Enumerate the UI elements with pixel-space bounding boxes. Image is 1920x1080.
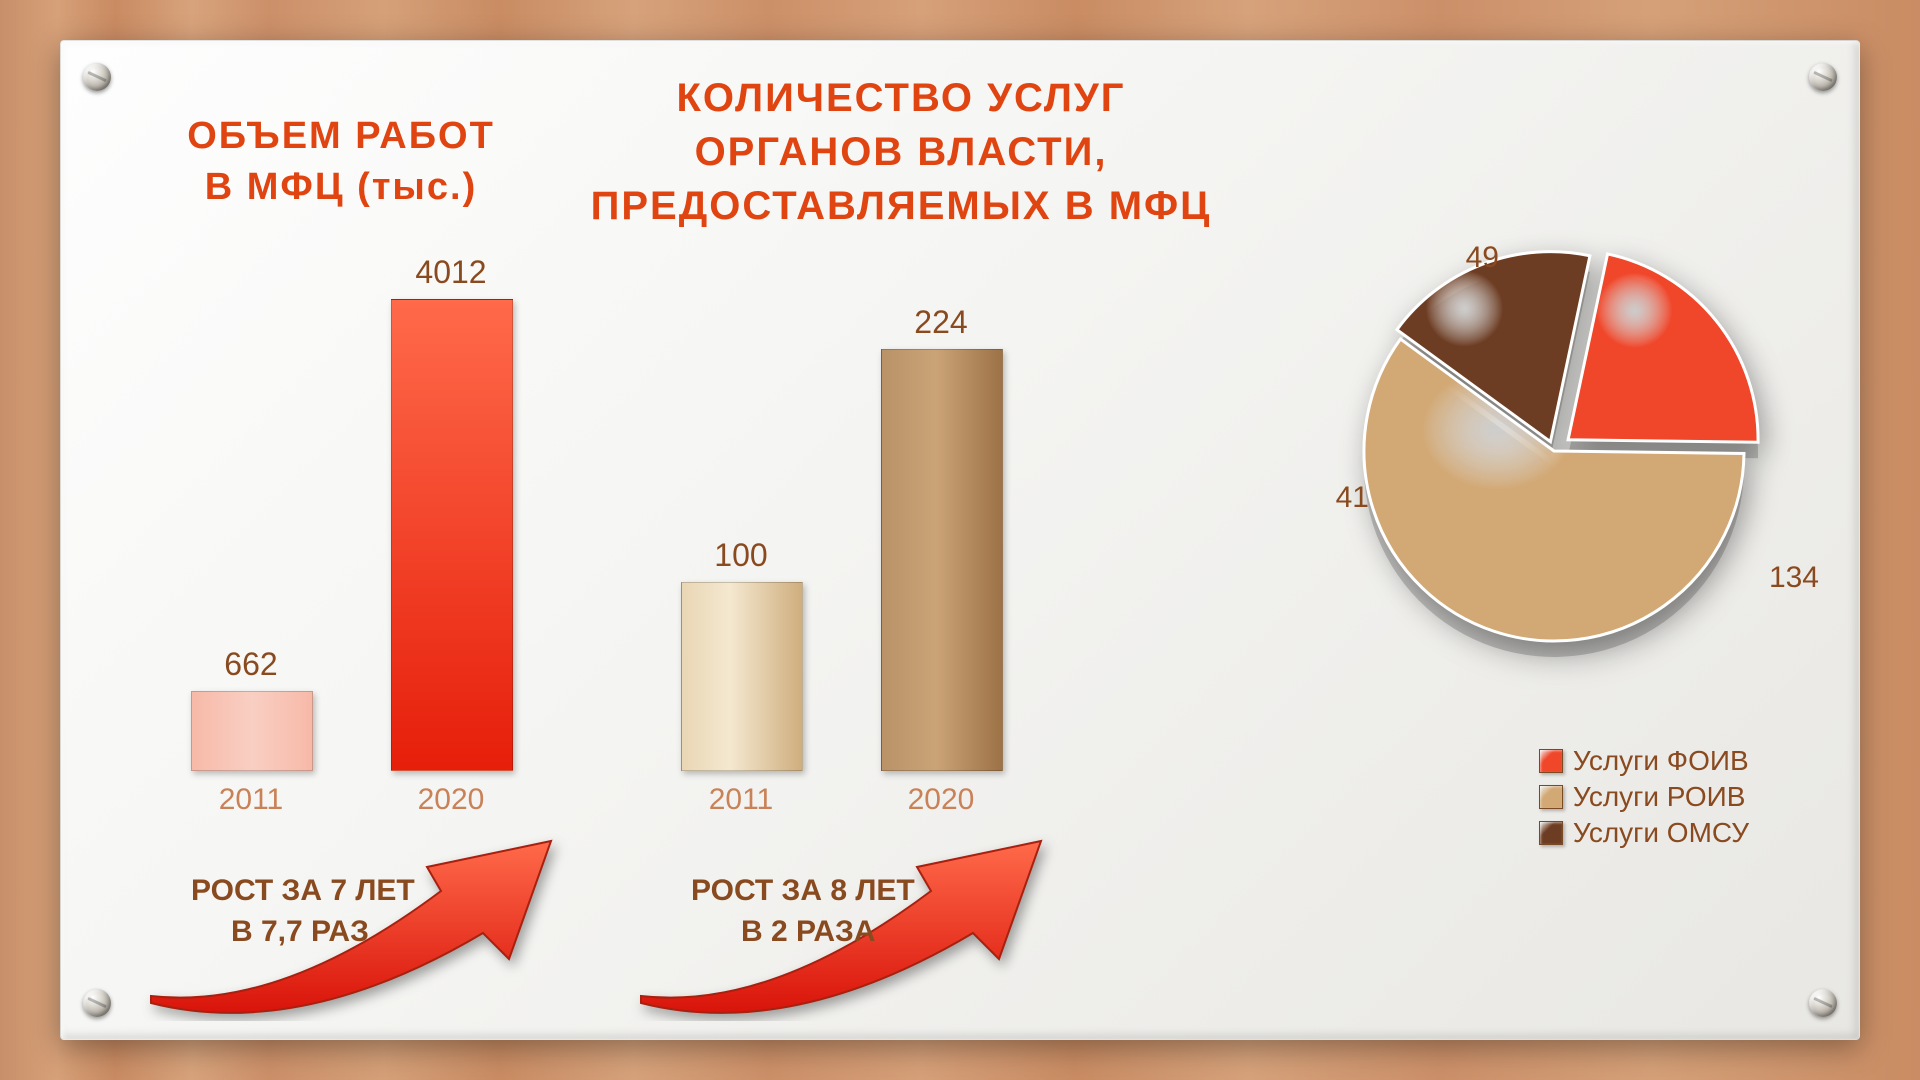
title-left-line2: В МФЦ (тыс.) xyxy=(205,166,477,208)
bar-year-label: 2011 xyxy=(661,783,821,817)
growth-text-1: РОСТ ЗА 7 ЛЕТ В 7,7 РАЗ xyxy=(191,871,415,952)
legend-item-roiv: Услуги РОИВ xyxy=(1539,781,1749,813)
pie-label-roiv: 134 xyxy=(1769,561,1819,595)
bar-value-label: 100 xyxy=(661,537,821,574)
wood-background: ОБЪЕМ РАБОТ В МФЦ (тыс.) КОЛИЧЕСТВО УСЛУ… xyxy=(0,0,1920,1080)
pie-chart xyxy=(1339,241,1769,671)
legend-swatch-icon xyxy=(1539,785,1563,809)
legend-item-foiv: Услуги ФОИВ xyxy=(1539,745,1749,777)
bar-value-label: 662 xyxy=(171,646,331,683)
growth-2-line2: В 2 РАЗА xyxy=(741,915,876,948)
title-center: КОЛИЧЕСТВО УСЛУГ ОРГАНОВ ВЛАСТИ, ПРЕДОСТ… xyxy=(541,71,1261,233)
title-center-line1: КОЛИЧЕСТВО УСЛУГ xyxy=(677,76,1126,120)
legend-label: Услуги РОИВ xyxy=(1573,781,1746,813)
pie-label-omsu: 41 xyxy=(1336,481,1369,515)
chart-services-count: 10020112242020 xyxy=(661,301,1021,771)
bar-year-label: 2020 xyxy=(861,783,1021,817)
bar-value-label: 4012 xyxy=(371,254,531,291)
title-left: ОБЪЕМ РАБОТ В МФЦ (тыс.) xyxy=(131,111,551,214)
growth-1-line2: В 7,7 РАЗ xyxy=(231,915,369,948)
chart-volume: 662201140122020 xyxy=(171,251,531,771)
screw-icon xyxy=(1809,63,1837,91)
title-center-line3: ПРЕДОСТАВЛЯЕМЫХ В МФЦ xyxy=(591,184,1212,228)
growth-1-line1: РОСТ ЗА 7 ЛЕТ xyxy=(191,874,415,907)
legend-label: Услуги ОМСУ xyxy=(1573,817,1749,849)
bar xyxy=(881,349,1003,771)
growth-2-line1: РОСТ ЗА 8 ЛЕТ xyxy=(691,874,915,907)
title-left-line1: ОБЪЕМ РАБОТ xyxy=(187,115,495,157)
screw-icon xyxy=(83,63,111,91)
pie-label-foiv: 49 xyxy=(1466,241,1499,275)
pie-legend: Услуги ФОИВ Услуги РОИВ Услуги ОМСУ xyxy=(1539,741,1749,853)
plaque-panel: ОБЪЕМ РАБОТ В МФЦ (тыс.) КОЛИЧЕСТВО УСЛУ… xyxy=(60,40,1860,1040)
pie-slice xyxy=(1568,254,1758,442)
title-center-line2: ОРГАНОВ ВЛАСТИ, xyxy=(695,130,1108,174)
growth-text-2: РОСТ ЗА 8 ЛЕТ В 2 РАЗА xyxy=(691,871,915,952)
bar-year-label: 2011 xyxy=(171,783,331,817)
legend-swatch-icon xyxy=(1539,749,1563,773)
bar xyxy=(681,582,803,772)
bar xyxy=(191,691,313,771)
legend-swatch-icon xyxy=(1539,821,1563,845)
legend-label: Услуги ФОИВ xyxy=(1573,745,1749,777)
screw-icon xyxy=(83,989,111,1017)
bar-year-label: 2020 xyxy=(371,783,531,817)
bar-value-label: 224 xyxy=(861,304,1021,341)
legend-item-omsu: Услуги ОМСУ xyxy=(1539,817,1749,849)
screw-icon xyxy=(1809,989,1837,1017)
bar xyxy=(391,299,513,771)
